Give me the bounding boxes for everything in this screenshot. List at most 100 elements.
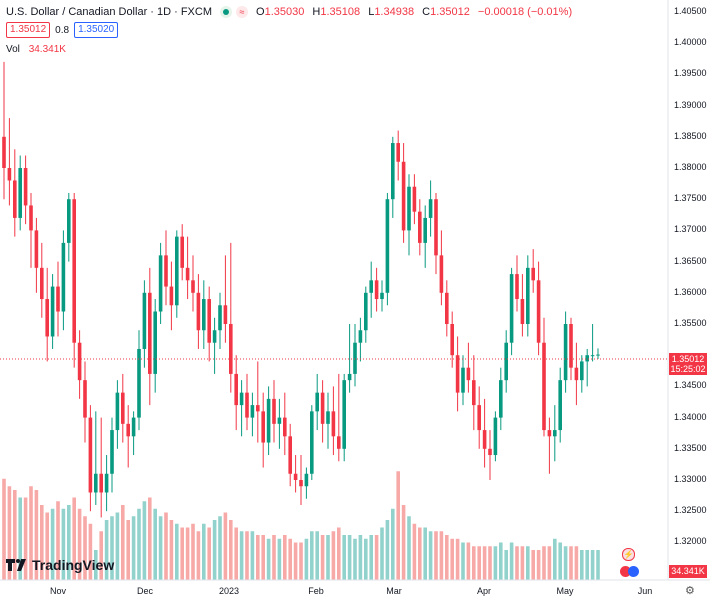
candle-body [299, 480, 303, 487]
lightning-icon[interactable]: ⚡ [622, 548, 635, 561]
volume-bar [288, 538, 292, 580]
volume-bar [580, 550, 584, 580]
volume-bar [299, 542, 303, 580]
candle-body [256, 405, 260, 412]
candle [450, 311, 454, 368]
price-tick-label: 1.38000 [674, 162, 707, 172]
volume-bar [380, 527, 384, 580]
candle [56, 261, 60, 337]
candle-body [347, 373, 352, 381]
volume-bar [239, 531, 244, 580]
candle-body [418, 211, 422, 243]
candle [515, 255, 519, 312]
candle-body [72, 199, 76, 343]
candle-body [428, 199, 433, 218]
candle [391, 136, 395, 218]
candle-body [40, 267, 44, 300]
volume-bar [18, 497, 22, 580]
settings-gear-icon[interactable]: ⚙ [685, 585, 695, 597]
candle [94, 411, 98, 505]
volume-bar [180, 527, 184, 580]
price-tick-label: 1.33500 [674, 442, 707, 453]
volume-bar [450, 538, 454, 580]
candle [580, 355, 584, 393]
volume-bar [401, 505, 406, 580]
volume-bar [277, 538, 282, 580]
ca-flag-icon[interactable] [628, 566, 639, 577]
candle [569, 317, 573, 381]
candle [245, 373, 249, 431]
candle-body [590, 355, 595, 357]
volume-bar [542, 546, 546, 580]
time-tick-label: Apr [476, 586, 492, 596]
candle-body [455, 355, 460, 393]
price-tick-label: 1.36500 [674, 255, 707, 266]
volume-bar [499, 542, 503, 580]
candle-body [196, 292, 201, 331]
price-change: −0.00018 (−0.01%) [477, 6, 573, 18]
volume-bar [391, 508, 395, 580]
volume-bar [56, 501, 60, 580]
candle [369, 261, 373, 318]
volume-bar [196, 531, 201, 580]
candle-body [396, 143, 400, 162]
price-tick-label: 1.39500 [674, 68, 707, 79]
volume-bar [477, 546, 481, 580]
candle-body [229, 324, 233, 374]
volume-bar [439, 531, 444, 580]
tradingview-logo[interactable]: TradingView [6, 557, 114, 573]
volume-bar [504, 550, 508, 580]
candle [531, 249, 535, 293]
candle-body [461, 367, 465, 393]
price-tick-label: 1.32000 [674, 536, 707, 547]
buy-button[interactable]: 1.35020 [74, 22, 119, 38]
candle-body [310, 411, 314, 474]
candle [218, 292, 222, 349]
candle-body [126, 423, 130, 437]
volume-bar [590, 550, 595, 580]
volume-bar [526, 546, 530, 580]
candle [536, 261, 541, 356]
candle [261, 392, 265, 468]
candle-body [277, 417, 282, 424]
candle-body [304, 473, 309, 487]
candle [148, 267, 152, 406]
volume-legend[interactable]: Vol 34.341K [6, 44, 66, 55]
candle-body [283, 417, 287, 437]
candle-body [563, 324, 568, 381]
candle [266, 386, 271, 456]
candle-body [23, 168, 28, 206]
candle [23, 155, 28, 225]
volume-bar [23, 497, 28, 580]
candle [526, 255, 530, 337]
candle [256, 361, 260, 443]
candle-body [450, 324, 454, 356]
volume-bar [315, 531, 319, 580]
volume-tag: 34.341K [669, 565, 707, 578]
symbol-header: U.S. Dollar / Canadian Dollar · 1D · FXC… [6, 4, 577, 20]
candle-body [499, 380, 503, 418]
candle-body [369, 280, 373, 293]
replay-icon[interactable]: ≈ [236, 6, 249, 18]
candle-body [185, 267, 190, 281]
candle-body [218, 305, 222, 331]
candle-body [250, 405, 255, 418]
volume-bar [553, 538, 557, 580]
trade-panel: 1.35012 0.8 1.35020 [6, 22, 119, 38]
candle-body [353, 342, 357, 374]
candle [347, 324, 352, 393]
candle [331, 386, 336, 456]
symbol-title[interactable]: U.S. Dollar / Canadian Dollar · 1D · FXC… [6, 6, 213, 18]
candle [299, 455, 303, 505]
candle [239, 380, 244, 437]
us-flag-icon[interactable] [620, 566, 631, 577]
candle-body [223, 305, 228, 324]
candle-body [385, 199, 390, 293]
volume-bar [493, 546, 498, 580]
candle-body [504, 342, 508, 381]
sell-button[interactable]: 1.35012 [6, 22, 51, 38]
candle-body [391, 143, 395, 200]
volume-bar [353, 538, 357, 580]
candle-body [110, 430, 114, 474]
